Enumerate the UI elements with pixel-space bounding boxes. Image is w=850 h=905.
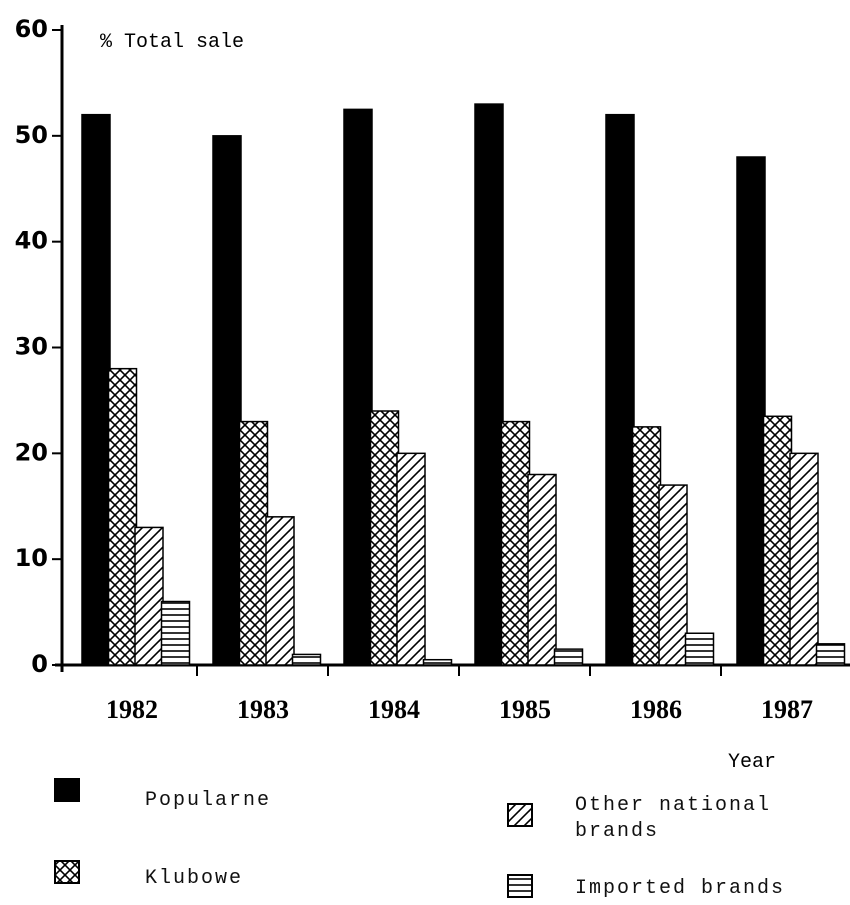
y-tick-label: 30 — [15, 333, 48, 361]
legend-label: Imported brands — [575, 877, 786, 900]
y-tick-label: 60 — [15, 15, 48, 43]
legend-label: Other national brands — [575, 794, 772, 843]
x-tick-label: 1983 — [237, 695, 289, 724]
x-tick-label: 1982 — [106, 695, 158, 724]
bar — [212, 135, 242, 666]
bar — [658, 484, 688, 666]
x-tick-label: 1984 — [368, 695, 420, 724]
legend-label: Klubowe — [145, 867, 244, 890]
y-tick-label: 50 — [15, 121, 48, 149]
x-tick-label: 1985 — [499, 695, 551, 724]
bar — [422, 658, 453, 666]
bar — [238, 420, 269, 666]
bar — [527, 473, 557, 666]
bar — [369, 410, 400, 666]
bar — [815, 643, 846, 666]
legend-swatch — [54, 778, 80, 802]
legend-swatch — [507, 803, 533, 827]
y-axis-label: % Total sale — [100, 31, 244, 54]
x-tick-label: 1987 — [761, 695, 813, 724]
legend-label: Popularne — [145, 789, 272, 812]
bar — [134, 526, 164, 666]
bar — [265, 516, 295, 666]
x-tick-label: 1986 — [630, 695, 682, 724]
bar — [631, 426, 662, 666]
bar — [160, 600, 191, 666]
legend-swatch — [54, 860, 80, 884]
bar — [553, 648, 584, 666]
bar — [684, 632, 715, 666]
bar — [396, 452, 426, 666]
bar — [762, 415, 793, 666]
bar — [107, 367, 138, 666]
bar — [343, 108, 373, 666]
bar — [605, 113, 635, 666]
bar — [474, 103, 504, 666]
y-tick-label: 20 — [15, 438, 48, 466]
bar — [736, 156, 766, 666]
legend-swatch — [507, 874, 533, 898]
x-axis-label: Year — [728, 751, 776, 774]
bar — [81, 113, 111, 666]
bar — [291, 653, 322, 666]
bar — [500, 420, 531, 666]
y-tick-label: 10 — [15, 544, 48, 572]
bar — [789, 452, 819, 666]
y-tick-label: 0 — [31, 650, 48, 678]
y-tick-label: 40 — [15, 227, 48, 255]
